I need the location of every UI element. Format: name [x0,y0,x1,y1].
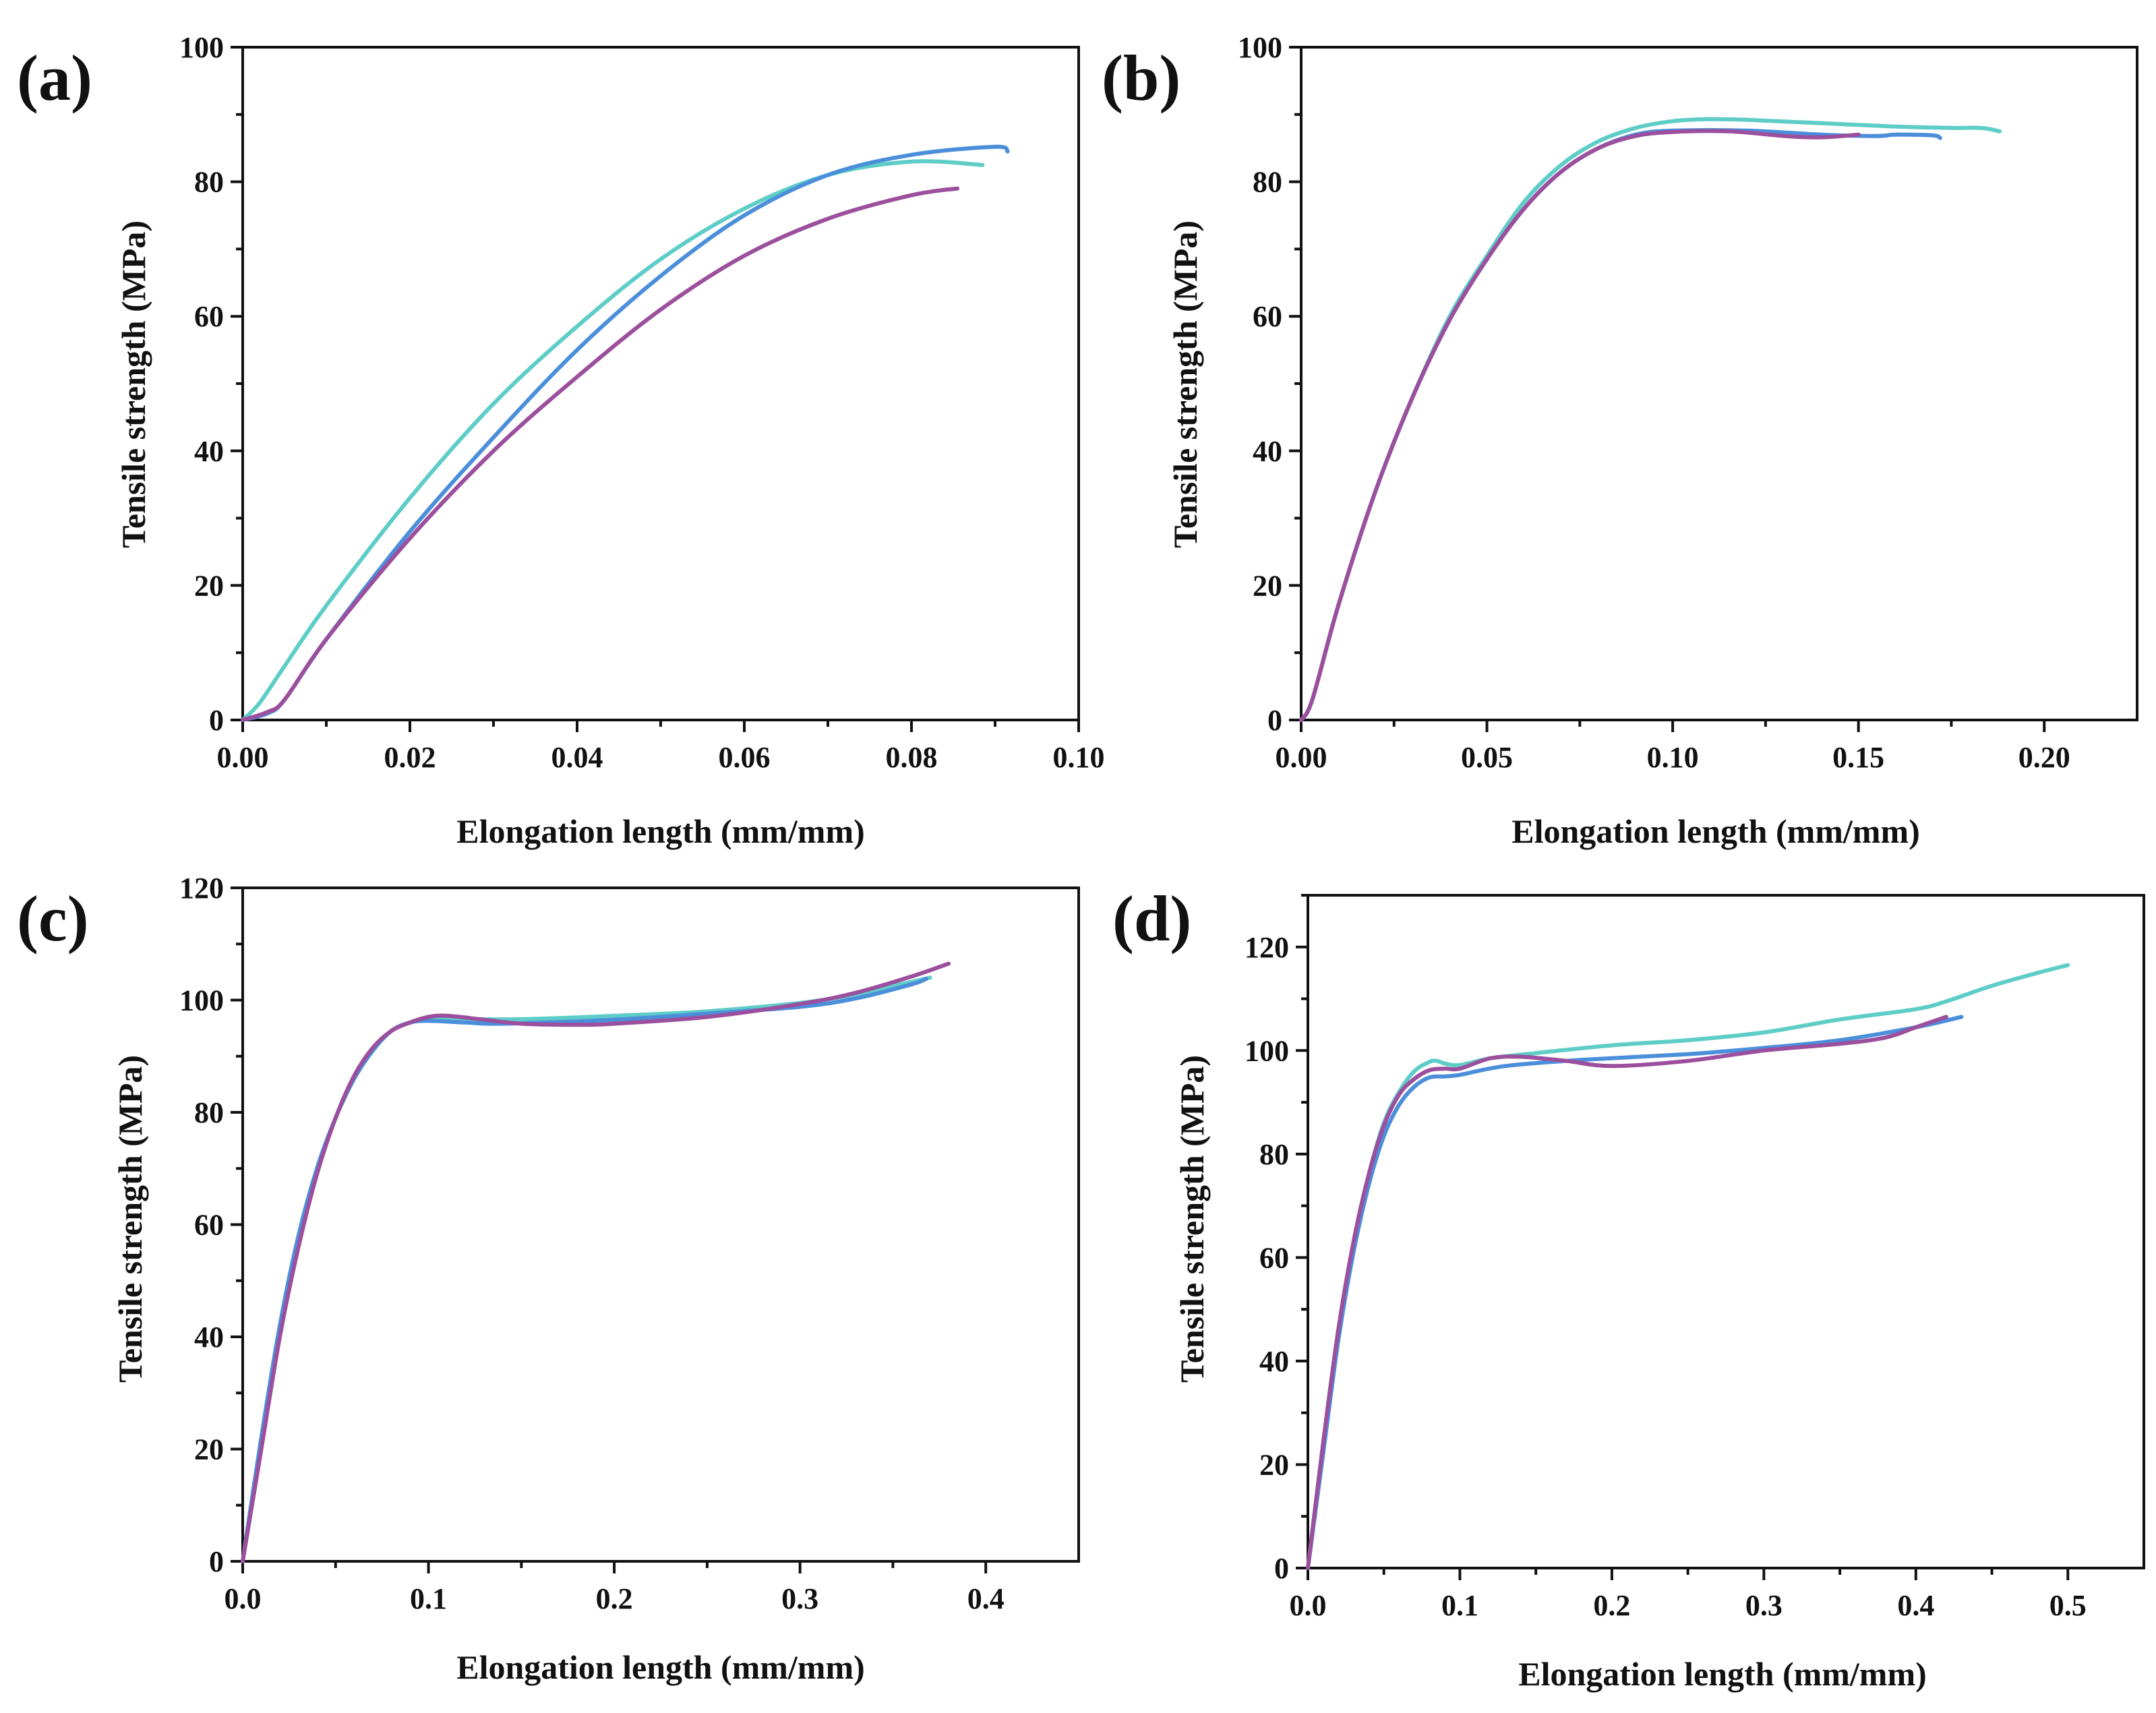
panel-d-ytick-label: 120 [1245,931,1289,964]
panel-b-ytick-label: 80 [1253,166,1282,199]
panel-a-series-cyan [241,159,985,722]
panel-c-series-blue [241,976,928,1563]
panel-c-ytick-label: 60 [194,1209,224,1242]
panel-a-xtick-label: 0.06 [719,741,771,774]
panel-d-xtick-label: 0.1 [1441,1589,1478,1622]
panel-c: (c) 0.0 0.1 0.2 0.3 0.4 0 20 40 60 80 100 120 Elong… [17,872,1080,1686]
panel-c-ytick-label: 40 [194,1321,224,1354]
panel-d-letter: (d) [1112,882,1191,955]
panel-a-ytick-label: 80 [194,166,224,199]
panel-d-xlabel: Elongation length (mm/mm) [1518,1655,1927,1693]
panel-b-ytick-label: 40 [1253,435,1282,468]
panel-a-ytick-label: 0 [209,704,224,737]
panel-b-ytick-label: 60 [1253,300,1282,333]
panel-a-xtick-label: 0.10 [1053,741,1105,774]
panel-a-ytick-label: 100 [179,31,224,64]
panel-c-xtick-label: 0.2 [596,1582,633,1615]
panel-b: (b) 0.00 0.05 0.10 0.15 0.20 0 20 40 60 80 100 Elo… [1102,31,2138,850]
panel-b-xtick-label: 0.10 [1647,741,1699,774]
panel-d-xtick-label: 0.5 [2049,1589,2087,1622]
panel-a-xtick-label: 0.00 [217,741,269,774]
panel-a-plot: 0.00 0.02 0.04 0.06 0.08 0.10 0 20 40 60 80 100 [179,31,1105,774]
panel-c-ytick-label: 0 [209,1545,224,1578]
panel-c-xlabel: Elongation length (mm/mm) [456,1648,865,1686]
panel-b-letter: (b) [1102,42,1180,114]
panel-c-ytick-label: 120 [179,872,224,905]
panel-d-series-blue [1306,1015,1964,1570]
panel-c-ytick-label: 80 [194,1096,224,1129]
panel-c-plot: 0.0 0.1 0.2 0.3 0.4 0 20 40 60 80 100 120 [179,872,1080,1615]
panel-a-letter: (a) [17,42,92,114]
panel-c-letter: (c) [17,882,89,955]
panel-a-xtick-label: 0.08 [886,741,938,774]
panel-a-ytick-label: 20 [194,569,224,602]
panel-b-series-cyan [1299,117,2002,722]
panel-d-ytick-label: 60 [1259,1241,1289,1274]
panel-d-ytick-label: 0 [1274,1552,1289,1585]
panel-a-xlabel: Elongation length (mm/mm) [456,812,865,850]
panel-c-ylabel: Tensile strength (MPa) [111,1055,149,1383]
panel-d-xtick-label: 0.0 [1290,1589,1327,1622]
panel-b-ytick-label: 20 [1253,569,1282,602]
panel-d-xtick-label: 0.4 [1897,1589,1934,1622]
panel-b-series-purple [1299,129,1861,722]
panel-c-xtick-label: 0.3 [781,1582,818,1615]
panel-b-series-blue [1299,128,1942,722]
panel-c-xtick-label: 0.0 [224,1582,262,1615]
panel-d-xtick-label: 0.2 [1593,1589,1630,1622]
panel-d: (d) 0.0 0.1 0.2 0.3 0.4 0.5 0 20 40 60 80 100 120 El… [1112,882,2145,1693]
panel-c-ytick-label: 20 [194,1433,224,1466]
panel-d-ylabel: Tensile strength (MPa) [1173,1055,1211,1383]
panel-a-ytick-label: 40 [194,435,224,468]
panel-b-xtick-label: 0.05 [1461,741,1513,774]
panel-c-series-cyan [241,975,932,1563]
panel-b-plot: 0.00 0.05 0.10 0.15 0.20 0 20 40 60 80 100 [1238,31,2138,774]
panel-d-xtick-label: 0.3 [1745,1589,1783,1622]
panel-d-ytick-label: 40 [1259,1345,1289,1378]
panel-a-ylabel: Tensile strength (MPa) [115,220,152,548]
panel-a-xtick-label: 0.04 [551,741,603,774]
panel-c-series-purple [241,961,951,1563]
panel-a: (a) 0.00 0.02 0.04 0.06 0.08 0.10 0 20 40 60 80 100… [17,31,1105,850]
panel-c-frame [241,886,1080,1563]
panel-d-plot: 0.0 0.1 0.2 0.3 0.4 0.5 0 20 40 60 80 100 120 [1245,894,2145,1622]
panel-b-xtick-label: 0.00 [1276,741,1327,774]
panel-b-frame [1300,46,2138,721]
panel-b-ytick-label: 0 [1267,704,1282,737]
panel-a-series-purple [241,186,960,722]
panel-b-xtick-label: 0.20 [2018,741,2070,774]
panel-d-ytick-label: 100 [1245,1034,1289,1067]
panel-d-frame [1307,894,2145,1569]
panel-d-ytick-label: 20 [1259,1448,1289,1481]
panel-c-xtick-label: 0.4 [967,1582,1005,1615]
panel-d-ytick-label: 80 [1259,1138,1289,1171]
panel-b-xtick-label: 0.15 [1832,741,1884,774]
panel-b-ylabel: Tensile strength (MPa) [1166,220,1204,548]
panel-a-series-blue [241,144,1010,722]
panel-c-xtick-label: 0.1 [410,1582,447,1615]
panel-a-xtick-label: 0.02 [384,741,436,774]
panel-c-ytick-label: 100 [179,984,224,1017]
panel-b-ytick-label: 100 [1238,31,1282,64]
panel-a-ytick-label: 60 [194,300,224,333]
panel-d-series-purple [1306,1015,1948,1570]
panel-b-xlabel: Elongation length (mm/mm) [1511,812,1920,850]
